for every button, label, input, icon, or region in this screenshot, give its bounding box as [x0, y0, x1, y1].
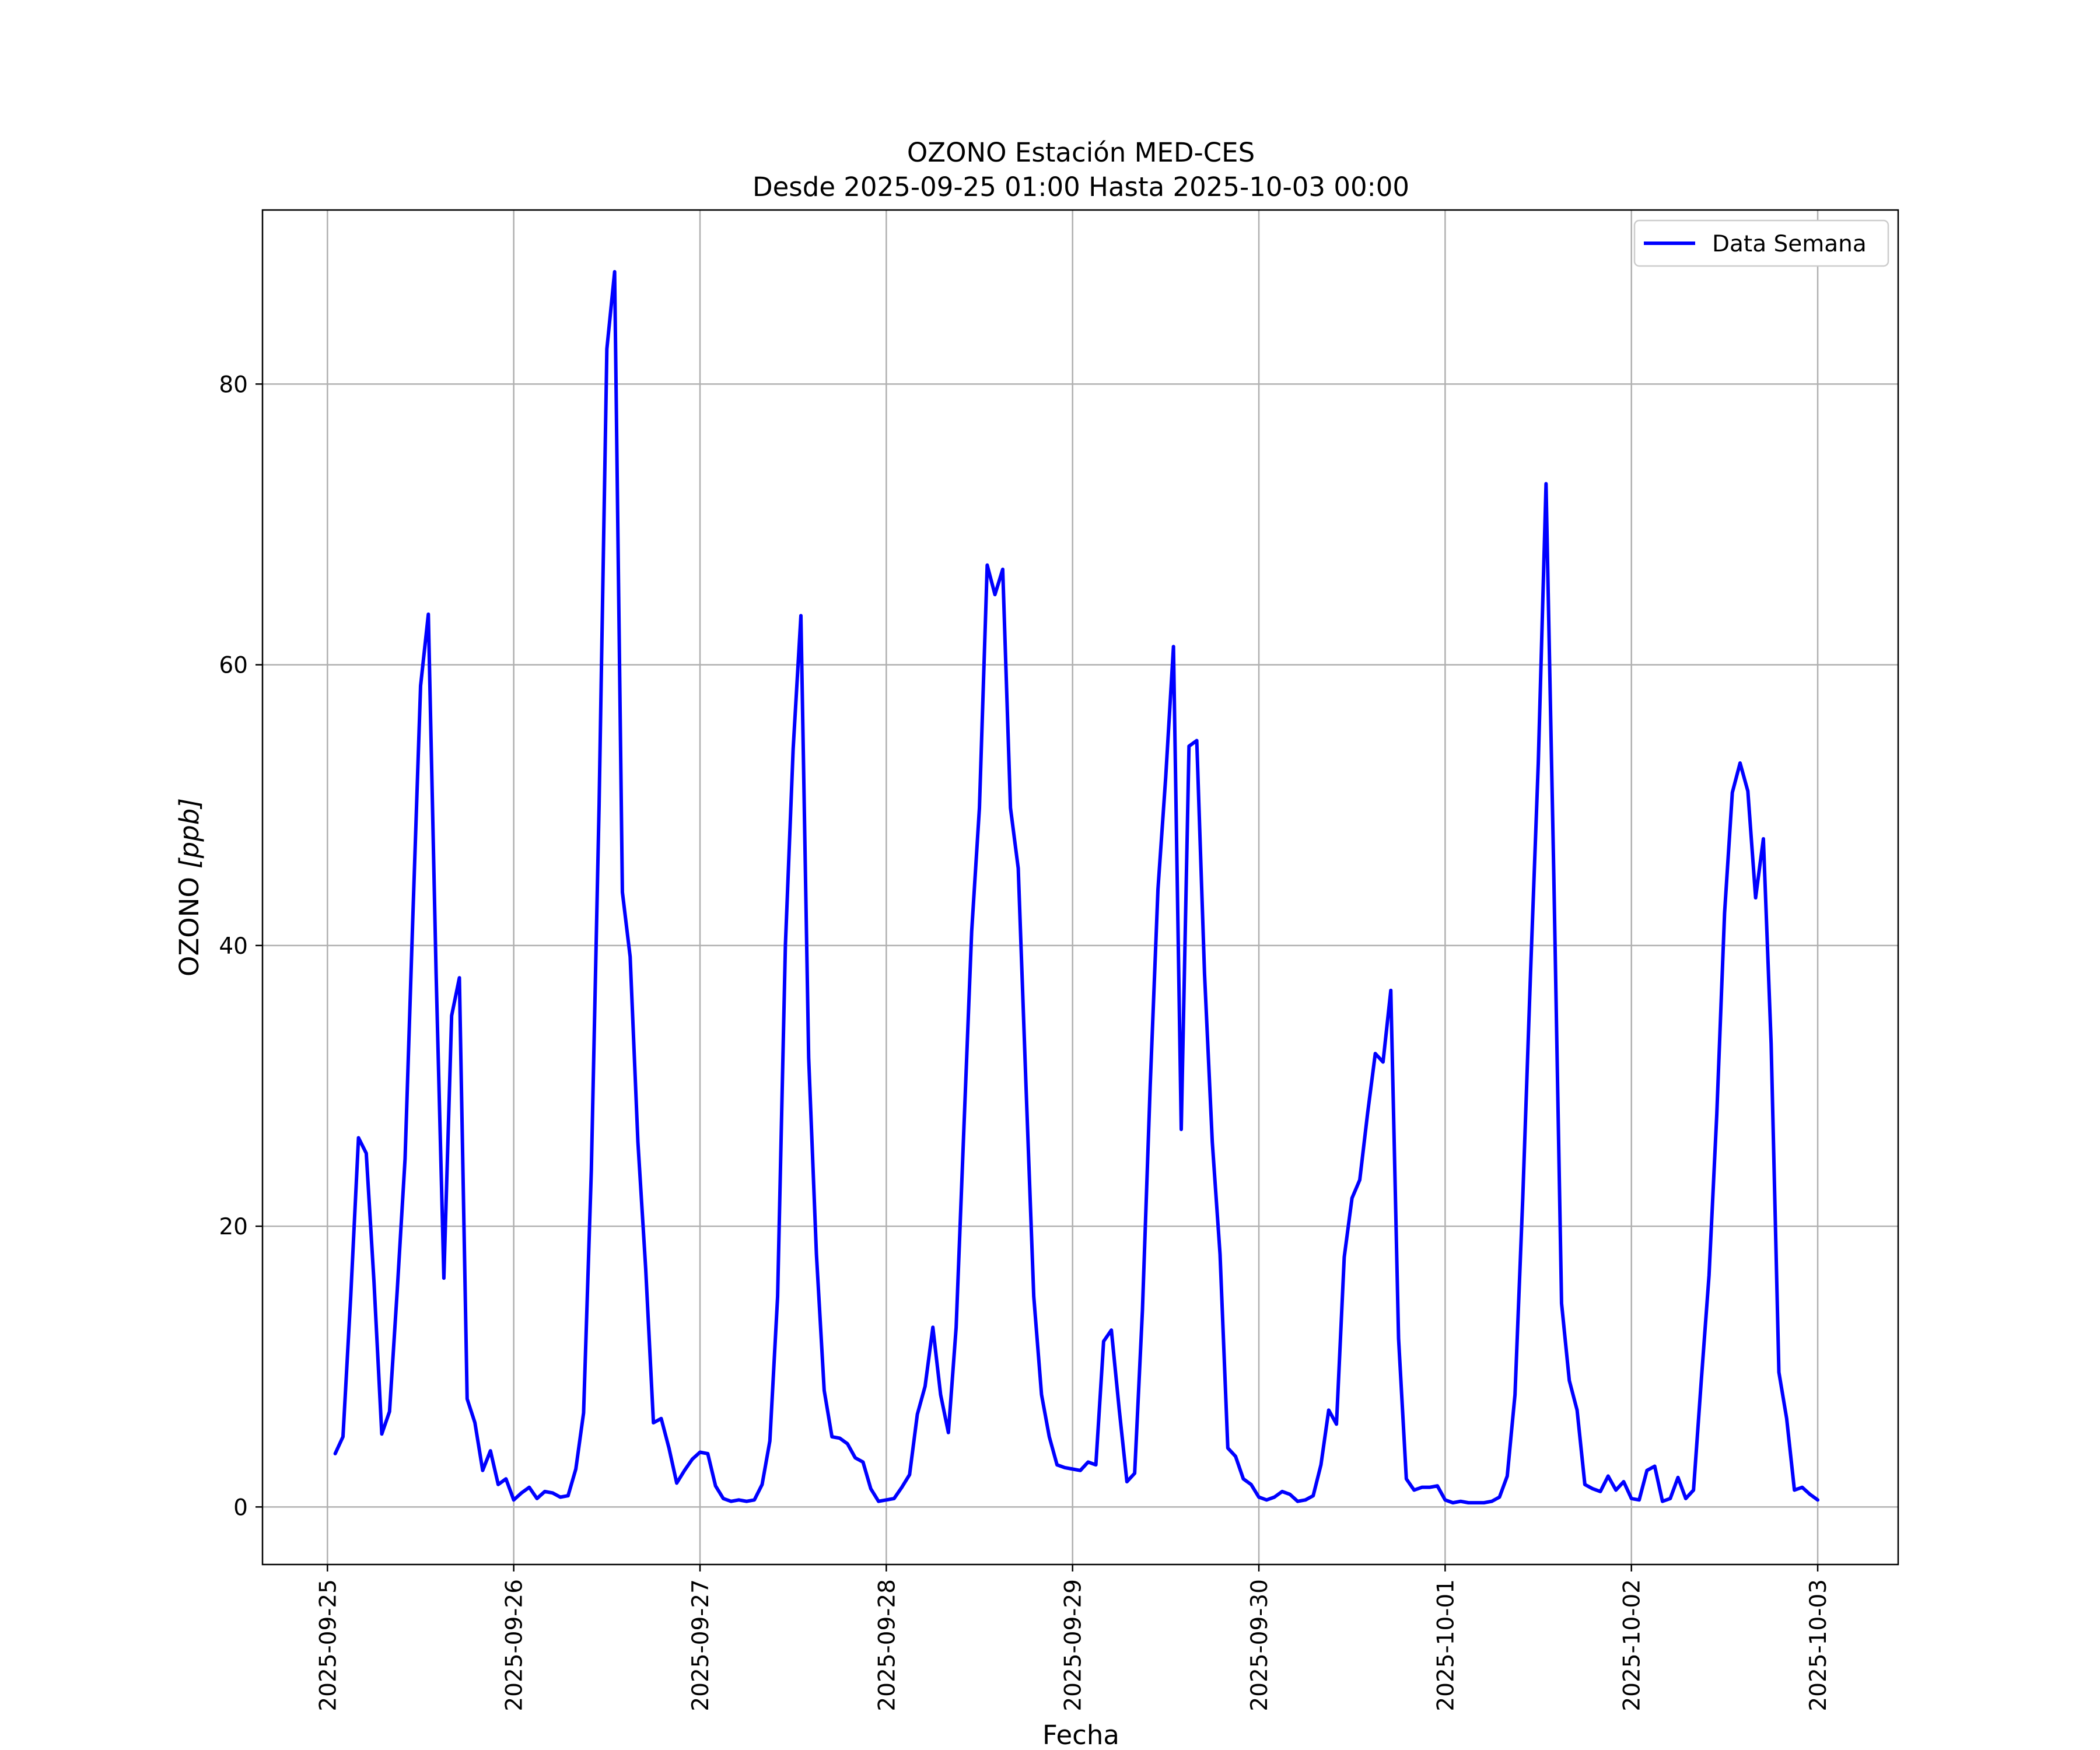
- series-line-0: [333, 270, 1820, 1505]
- legend: Data Semana: [1633, 219, 1889, 267]
- y-tick-label: 40: [219, 933, 248, 960]
- x-axis-ticks: 2025-09-25 2025-09-26 2025-09-27 2025-09-28…: [315, 1564, 1832, 1712]
- x-tick-label: 2025-09-30: [1247, 1579, 1273, 1712]
- x-tick-label: 2025-10-01: [1433, 1579, 1459, 1712]
- grid-lines: [262, 210, 1898, 1564]
- x-tick-label: 2025-09-27: [688, 1579, 714, 1712]
- y-tick-label: 0: [233, 1494, 248, 1521]
- x-tick-label: 2025-10-03: [1805, 1579, 1832, 1712]
- legend-box: [1633, 219, 1889, 267]
- chart-subtitle: Desde 2025-09-25 01:00 Hasta 2025-10-03 …: [752, 172, 1409, 202]
- legend-label: Data Semana: [1712, 231, 1867, 257]
- y-axis-label-text: OZONO: [174, 869, 205, 977]
- x-tick-label: 2025-09-26: [502, 1579, 528, 1712]
- x-tick-label: 2025-10-02: [1619, 1579, 1646, 1712]
- plot-background: [262, 210, 1898, 1564]
- x-tick-label: 2025-09-29: [1060, 1579, 1087, 1712]
- plot-area: [261, 209, 1899, 1566]
- y-axis-label: OZONO [ppb]: [174, 798, 205, 977]
- x-axis-label: Fecha: [1042, 1720, 1119, 1750]
- y-axis-label-unit: [ppb]: [174, 798, 205, 869]
- y-axis-ticks: 0 20 40 60 80: [219, 372, 262, 1521]
- series-lines: [333, 270, 1820, 1505]
- y-tick-label: 80: [219, 372, 248, 398]
- y-tick-label: 60: [219, 653, 248, 679]
- x-tick-label: 2025-09-25: [315, 1579, 341, 1712]
- x-tick-label: 2025-09-28: [874, 1579, 900, 1712]
- chart-title: OZONO Estación MED-CES: [907, 137, 1255, 168]
- y-tick-label: 20: [219, 1214, 248, 1240]
- plot-frame: [261, 209, 1899, 1566]
